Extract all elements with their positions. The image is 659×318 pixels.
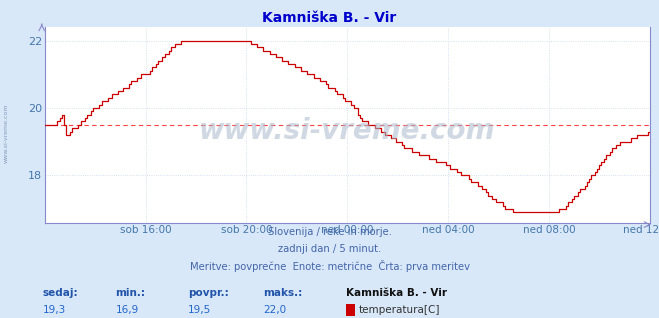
Text: www.si-vreme.com: www.si-vreme.com <box>4 104 9 163</box>
Text: 19,3: 19,3 <box>43 305 66 315</box>
Text: Meritve: povprečne  Enote: metrične  Črta: prva meritev: Meritve: povprečne Enote: metrične Črta:… <box>190 260 469 273</box>
Text: Kamniška B. - Vir: Kamniška B. - Vir <box>262 11 397 25</box>
Text: povpr.:: povpr.: <box>188 288 229 298</box>
Text: 22,0: 22,0 <box>264 305 287 315</box>
Text: zadnji dan / 5 minut.: zadnji dan / 5 minut. <box>278 244 381 254</box>
Text: temperatura[C]: temperatura[C] <box>359 305 441 315</box>
Text: maks.:: maks.: <box>264 288 303 298</box>
Text: Slovenija / reke in morje.: Slovenija / reke in morje. <box>268 227 391 237</box>
Text: 16,9: 16,9 <box>115 305 138 315</box>
Text: min.:: min.: <box>115 288 146 298</box>
Text: 19,5: 19,5 <box>188 305 211 315</box>
Text: sedaj:: sedaj: <box>43 288 78 298</box>
Text: Kamniška B. - Vir: Kamniška B. - Vir <box>346 288 447 298</box>
Text: www.si-vreme.com: www.si-vreme.com <box>199 117 496 145</box>
